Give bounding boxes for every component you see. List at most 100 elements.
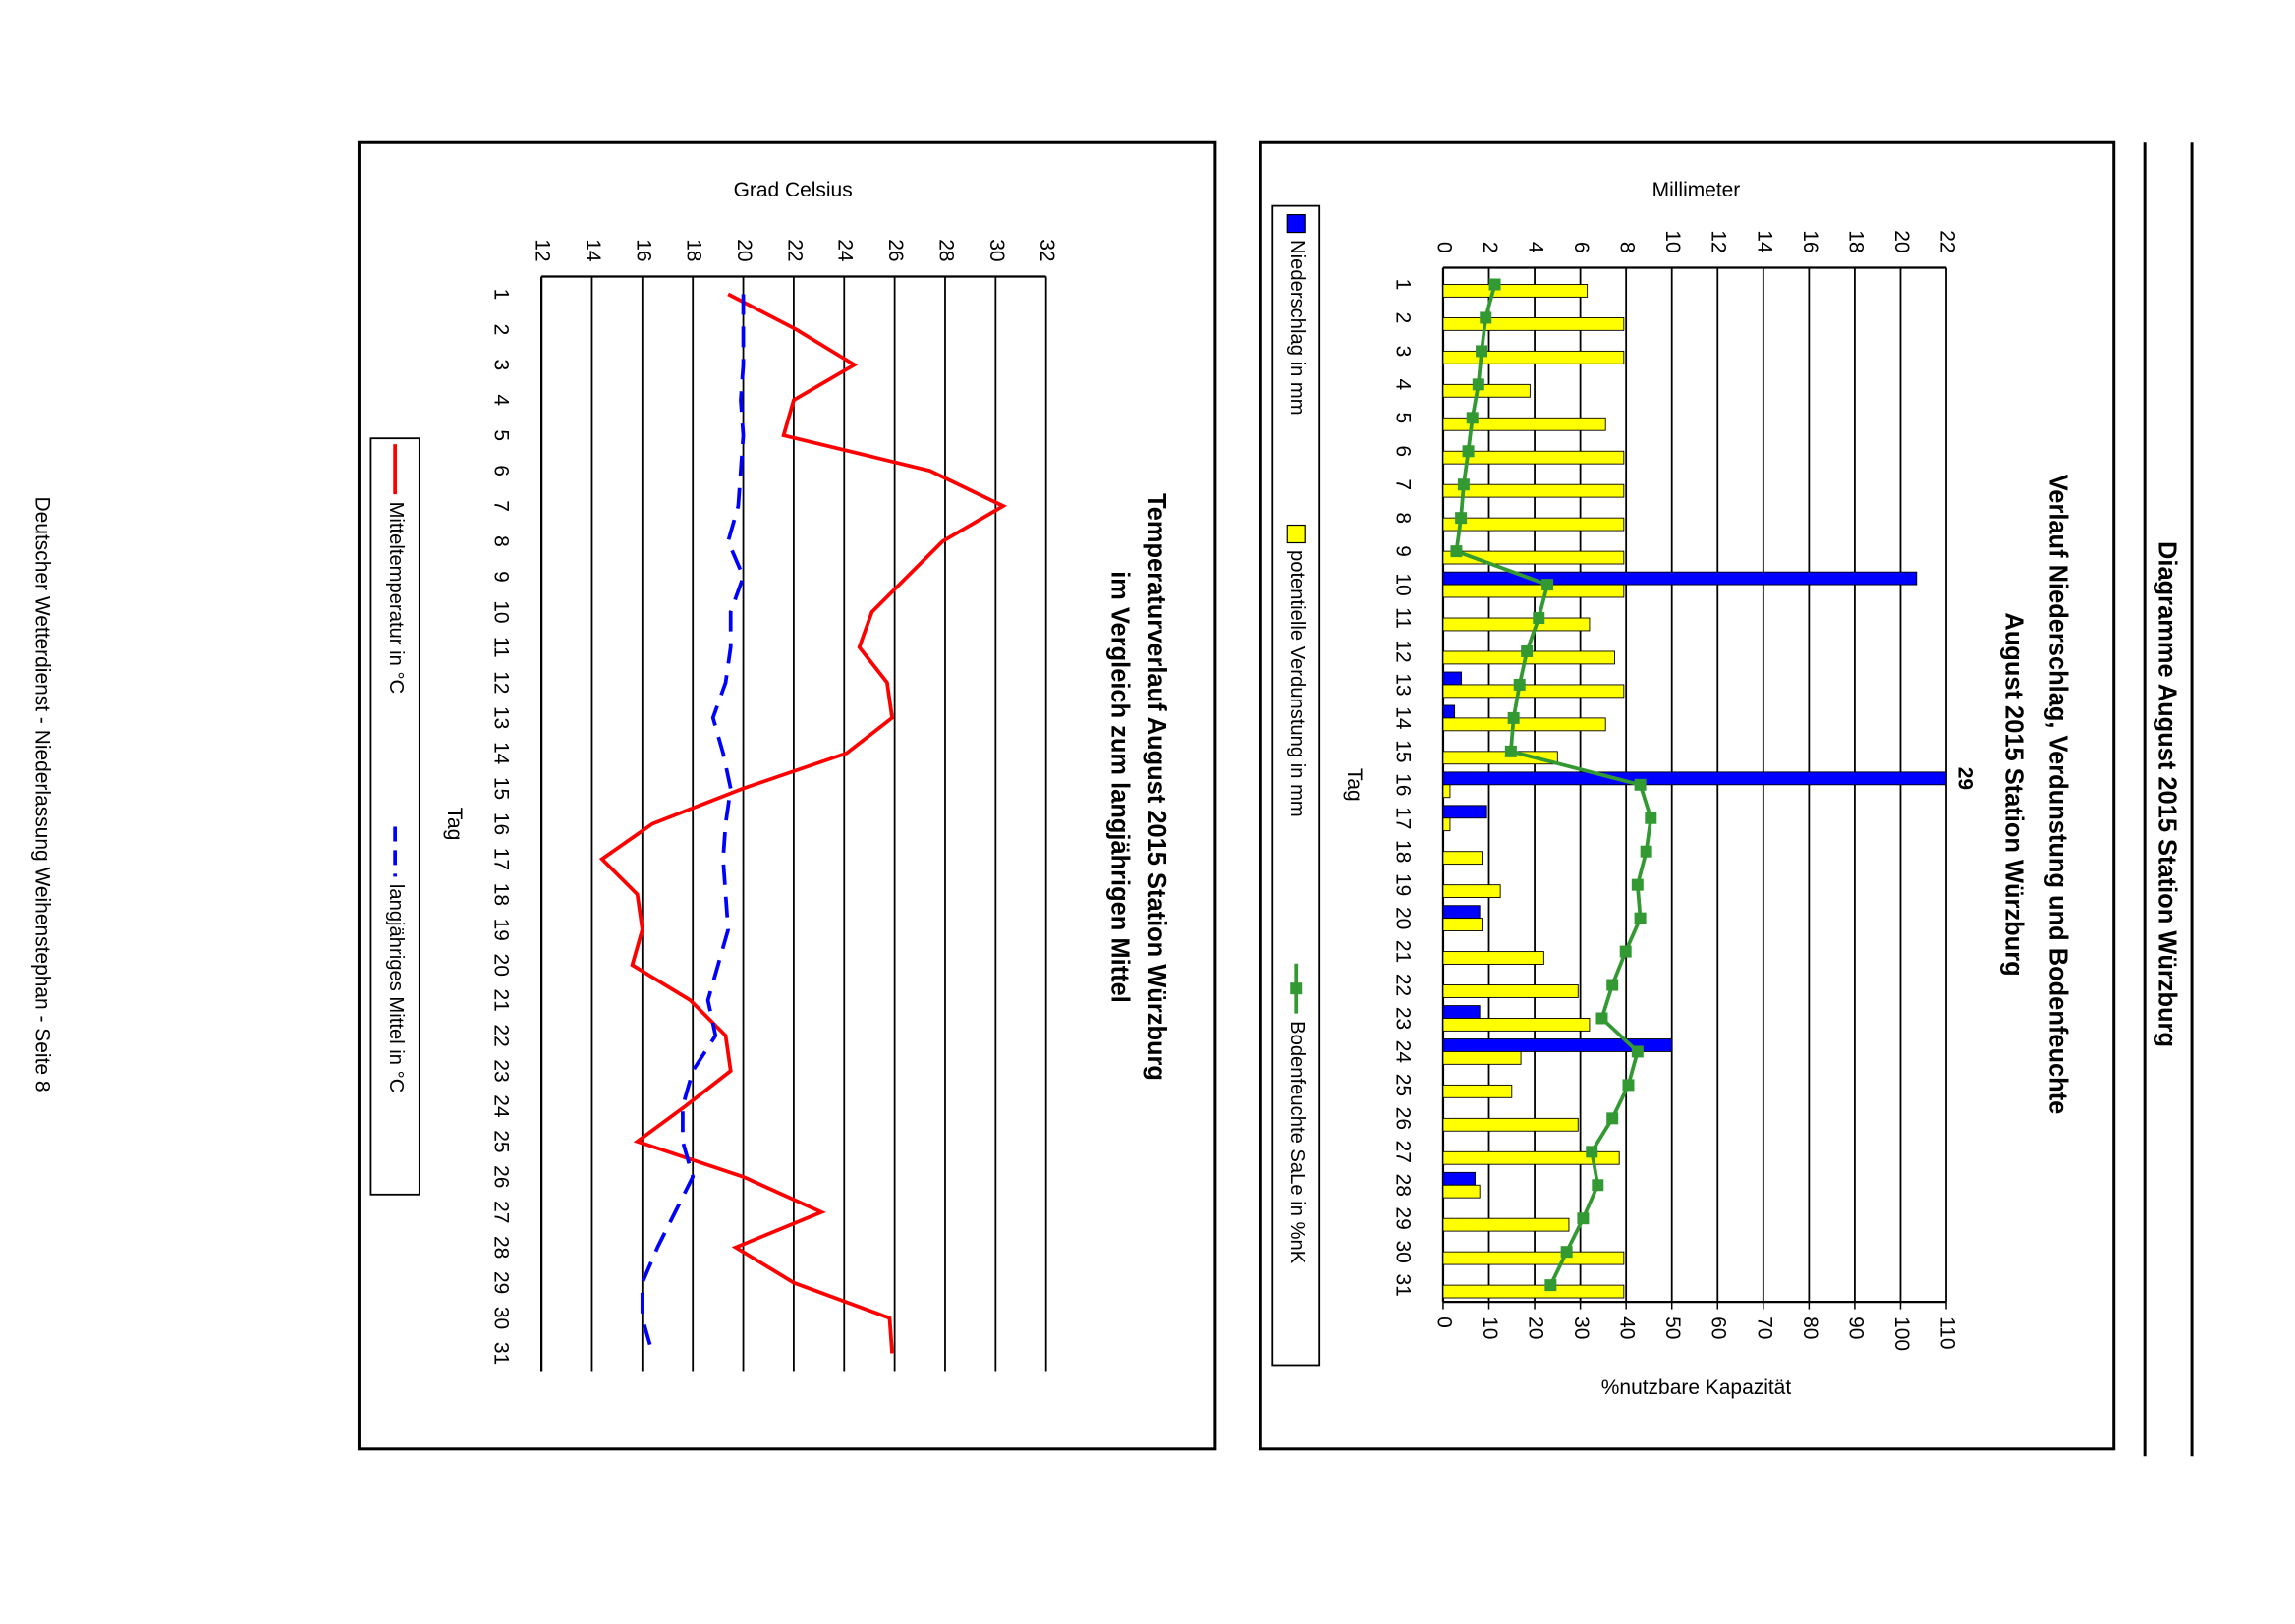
bar	[1442, 1171, 1476, 1186]
bar	[1442, 584, 1625, 598]
bar	[1442, 984, 1579, 998]
line-marker	[1631, 1045, 1644, 1058]
x-tick-label: 30	[1391, 1241, 1414, 1263]
x-tick-label: 17	[1391, 807, 1414, 829]
x-tick-label: 28	[1391, 1174, 1414, 1197]
y-tick-label: 26	[884, 239, 907, 261]
bar	[1442, 1050, 1522, 1065]
y-tick-label: 18	[683, 239, 705, 261]
line-series	[640, 294, 746, 1355]
x-tick-label: 22	[1391, 974, 1414, 996]
line-series	[598, 292, 1008, 1354]
y-tick-label: 2	[1479, 242, 1501, 253]
line-marker	[1634, 778, 1647, 791]
line-marker	[1521, 644, 1534, 657]
y2-tick-label: 70	[1753, 1316, 1775, 1339]
x-tick-label: 14	[490, 742, 513, 765]
y2-tick-label: 90	[1844, 1316, 1867, 1339]
x-axis-label: Tag	[443, 808, 466, 841]
x-tick-label: 20	[490, 954, 513, 977]
bar	[1442, 717, 1606, 732]
bar	[1442, 671, 1463, 686]
line-marker	[1634, 912, 1647, 924]
y-tick-label: 14	[582, 239, 604, 262]
x-tick-label: 19	[490, 919, 513, 941]
bar	[1442, 1038, 1673, 1052]
x-tick-label: 22	[490, 1024, 513, 1046]
y-tick-label: 14	[1753, 230, 1775, 253]
bar	[1442, 817, 1451, 832]
x-tick-label: 27	[1391, 1141, 1414, 1163]
bar	[1442, 450, 1625, 465]
line-marker	[1631, 878, 1644, 891]
x-tick-label: 16	[490, 812, 513, 835]
chart-subtitle: im Vergleich zum langjährigen Mittel	[1105, 571, 1133, 1003]
bar	[1442, 884, 1501, 899]
chart-frame	[1259, 140, 2116, 1451]
line-marker	[1476, 345, 1488, 358]
y-tick-label: 4	[1525, 242, 1547, 253]
y-tick-label: 22	[783, 239, 806, 261]
portrait-page: Diagramme August 2015 Station Würzburg D…	[31, 140, 2194, 1457]
bar	[1442, 550, 1625, 565]
x-tick-label: 18	[490, 883, 513, 906]
y-tick-label: 20	[1890, 230, 1913, 252]
x-tick-label: 29	[1391, 1207, 1414, 1230]
bar	[1442, 851, 1483, 866]
x-tick-label: 4	[1391, 379, 1414, 391]
line-marker	[1640, 845, 1652, 858]
y2-tick-label: 80	[1799, 1316, 1821, 1339]
y2-tick-label: 110	[1935, 1316, 1958, 1349]
line-marker	[1504, 745, 1517, 757]
y-tick-label: 24	[834, 239, 857, 262]
x-tick-label: 24	[1391, 1040, 1414, 1064]
line-marker	[1513, 678, 1526, 691]
chart-title: Verlauf Niederschlag, Verdunstung und Bo…	[2044, 475, 2072, 1115]
bar	[1442, 1018, 1591, 1032]
x-tick-label: 4	[490, 394, 513, 406]
x-tick-label: 3	[1391, 346, 1414, 358]
x-tick-label: 2	[1391, 312, 1414, 324]
x-tick-label: 11	[490, 637, 513, 658]
bar	[1442, 1217, 1570, 1232]
legend-label: Niederschlag in mm	[1286, 240, 1308, 416]
x-tick-label: 10	[490, 600, 513, 623]
x-tick-label: 21	[490, 988, 513, 1011]
line-marker	[1560, 1246, 1573, 1259]
legend-frame	[369, 437, 420, 1196]
line-marker	[1472, 378, 1484, 391]
bar	[1442, 483, 1625, 498]
bar	[1442, 784, 1451, 799]
y-tick-label: 30	[985, 239, 1008, 261]
line-marker	[1507, 711, 1520, 724]
x-tick-label: 30	[490, 1307, 513, 1329]
bar	[1442, 951, 1544, 965]
legend-swatch	[1286, 524, 1306, 544]
y2-tick-label: 60	[1707, 1316, 1730, 1339]
bar	[1442, 617, 1591, 632]
y2-tick-label: 30	[1570, 1316, 1593, 1339]
x-tick-label: 8	[490, 535, 513, 547]
bar	[1442, 1184, 1481, 1199]
legend-label: langjähriges Mittel in °C	[385, 884, 407, 1092]
x-tick-label: 11	[1391, 607, 1414, 629]
y-tick-label: 16	[1799, 230, 1821, 252]
x-tick-label: 9	[1391, 545, 1414, 557]
line-marker	[1466, 412, 1479, 424]
x-tick-label: 5	[1391, 412, 1414, 423]
line-marker	[1586, 1146, 1598, 1158]
x-tick-label: 21	[1391, 940, 1414, 963]
y-tick-label: 6	[1570, 242, 1593, 253]
line-marker	[1606, 1112, 1619, 1125]
x-tick-label: 6	[1391, 445, 1414, 457]
x-tick-label: 7	[1391, 478, 1414, 490]
legend-label: potentielle Verdunstung in mm	[1286, 550, 1308, 817]
bar	[1442, 383, 1531, 398]
y-tick-label: 32	[1036, 239, 1058, 261]
line-marker	[1450, 545, 1463, 558]
y2-axis-label: %nutzbare Kapazität	[1601, 1376, 1792, 1399]
x-tick-label: 23	[490, 1059, 513, 1082]
x-tick-label: 25	[1391, 1074, 1414, 1096]
y-tick-label: 18	[1844, 230, 1867, 252]
